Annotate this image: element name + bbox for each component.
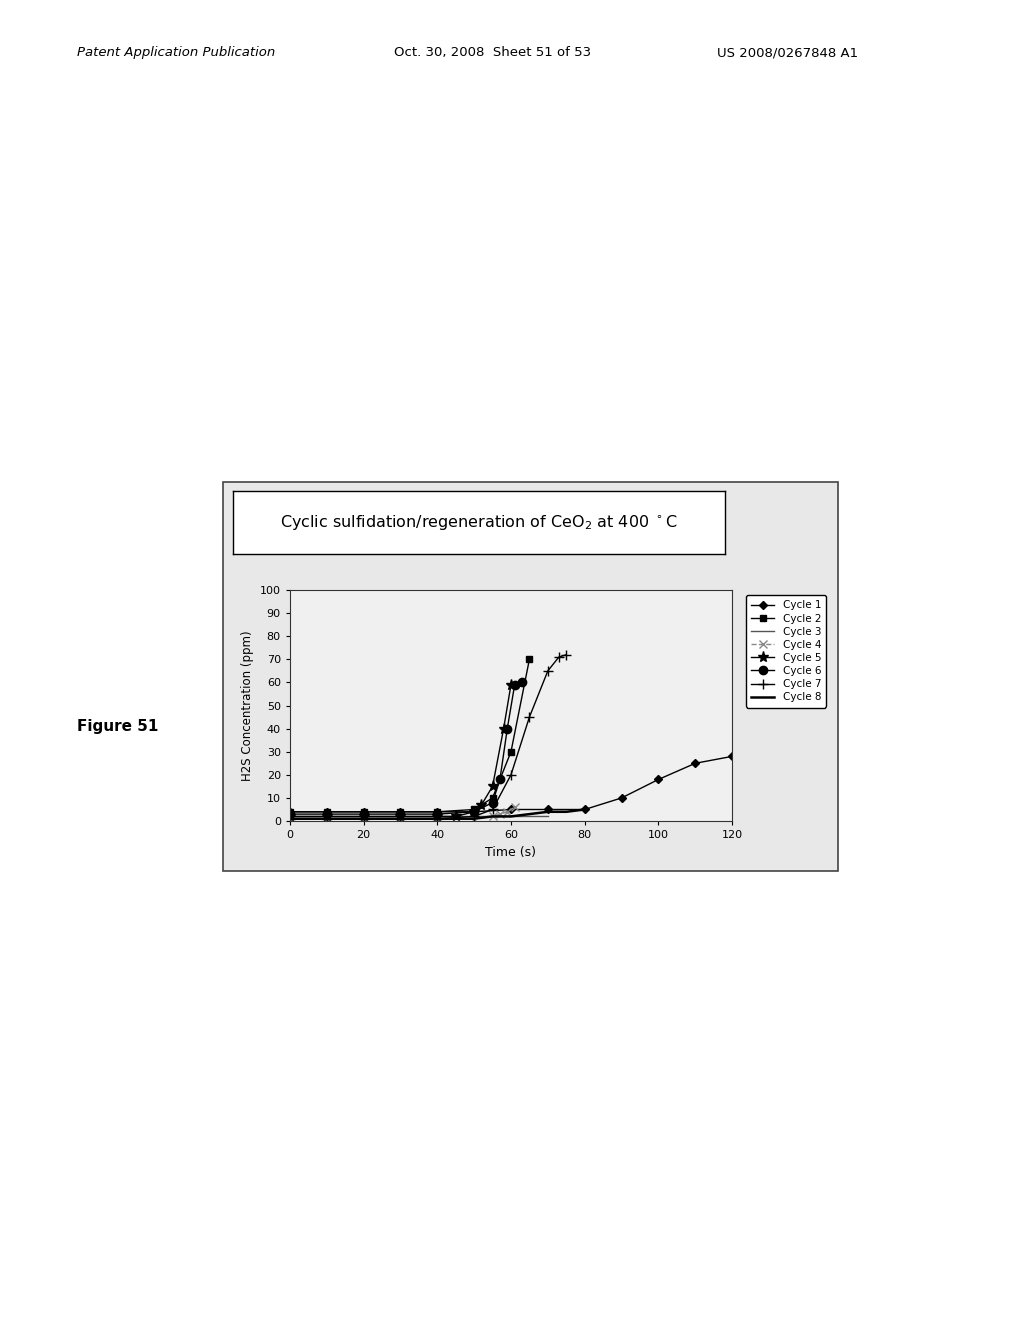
Text: US 2008/0267848 A1: US 2008/0267848 A1: [717, 46, 858, 59]
Text: Cyclic sulfidation/regeneration of CeO$_2$ at 400 $^\circ$C: Cyclic sulfidation/regeneration of CeO$_…: [281, 513, 678, 532]
X-axis label: Time (s): Time (s): [485, 846, 537, 858]
Legend: Cycle 1, Cycle 2, Cycle 3, Cycle 4, Cycle 5, Cycle 6, Cycle 7, Cycle 8: Cycle 1, Cycle 2, Cycle 3, Cycle 4, Cycl…: [746, 595, 826, 708]
Text: Figure 51: Figure 51: [77, 719, 158, 734]
Y-axis label: H2S Concentration (ppm): H2S Concentration (ppm): [242, 630, 254, 781]
Text: Patent Application Publication: Patent Application Publication: [77, 46, 275, 59]
Text: Oct. 30, 2008  Sheet 51 of 53: Oct. 30, 2008 Sheet 51 of 53: [394, 46, 592, 59]
